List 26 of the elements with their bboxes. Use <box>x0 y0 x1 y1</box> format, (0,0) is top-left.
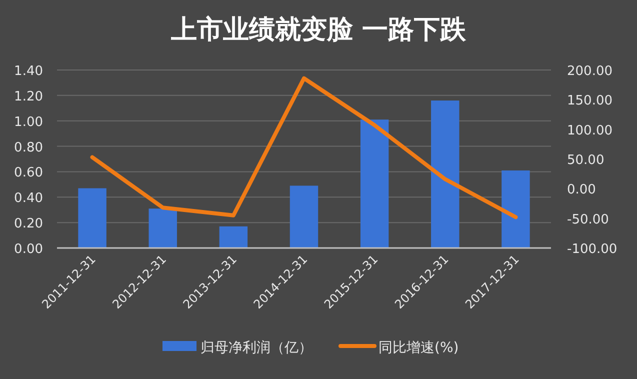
bar <box>148 208 177 248</box>
y2-tick-label: 50.00 <box>567 153 604 168</box>
y-tick-label: 0.40 <box>14 191 43 206</box>
bar <box>219 226 248 248</box>
y2-tick-label: -100.00 <box>567 242 618 257</box>
y2-tick-label: 200.00 <box>567 64 612 79</box>
y-tick-label: 0.80 <box>14 140 43 156</box>
bar <box>290 186 318 248</box>
y2-tick-label: 0.00 <box>567 182 596 198</box>
y-tick-label: 0.20 <box>14 216 43 232</box>
y-tick-label: 1.40 <box>14 64 43 79</box>
chart-title: 上市业绩就变脸 一路下跌 <box>170 15 468 45</box>
y2-tick-label: 150.00 <box>567 94 612 109</box>
y2-tick-label: 100.00 <box>567 123 612 138</box>
y-tick-label: 1.00 <box>14 114 43 130</box>
line-series <box>90 76 518 220</box>
y2-tick-label: -50.00 <box>567 212 609 228</box>
y-tick-label: 0.60 <box>14 166 43 181</box>
y-tick-label: 0.00 <box>14 242 43 257</box>
bar <box>431 100 460 248</box>
y-tick-label: 1.20 <box>14 89 43 104</box>
legend-label: 同比增速(%) <box>378 340 459 356</box>
bar <box>78 188 106 248</box>
bar <box>502 170 530 248</box>
legend-label: 归母净利润（亿） <box>200 340 312 356</box>
bar <box>360 120 389 248</box>
